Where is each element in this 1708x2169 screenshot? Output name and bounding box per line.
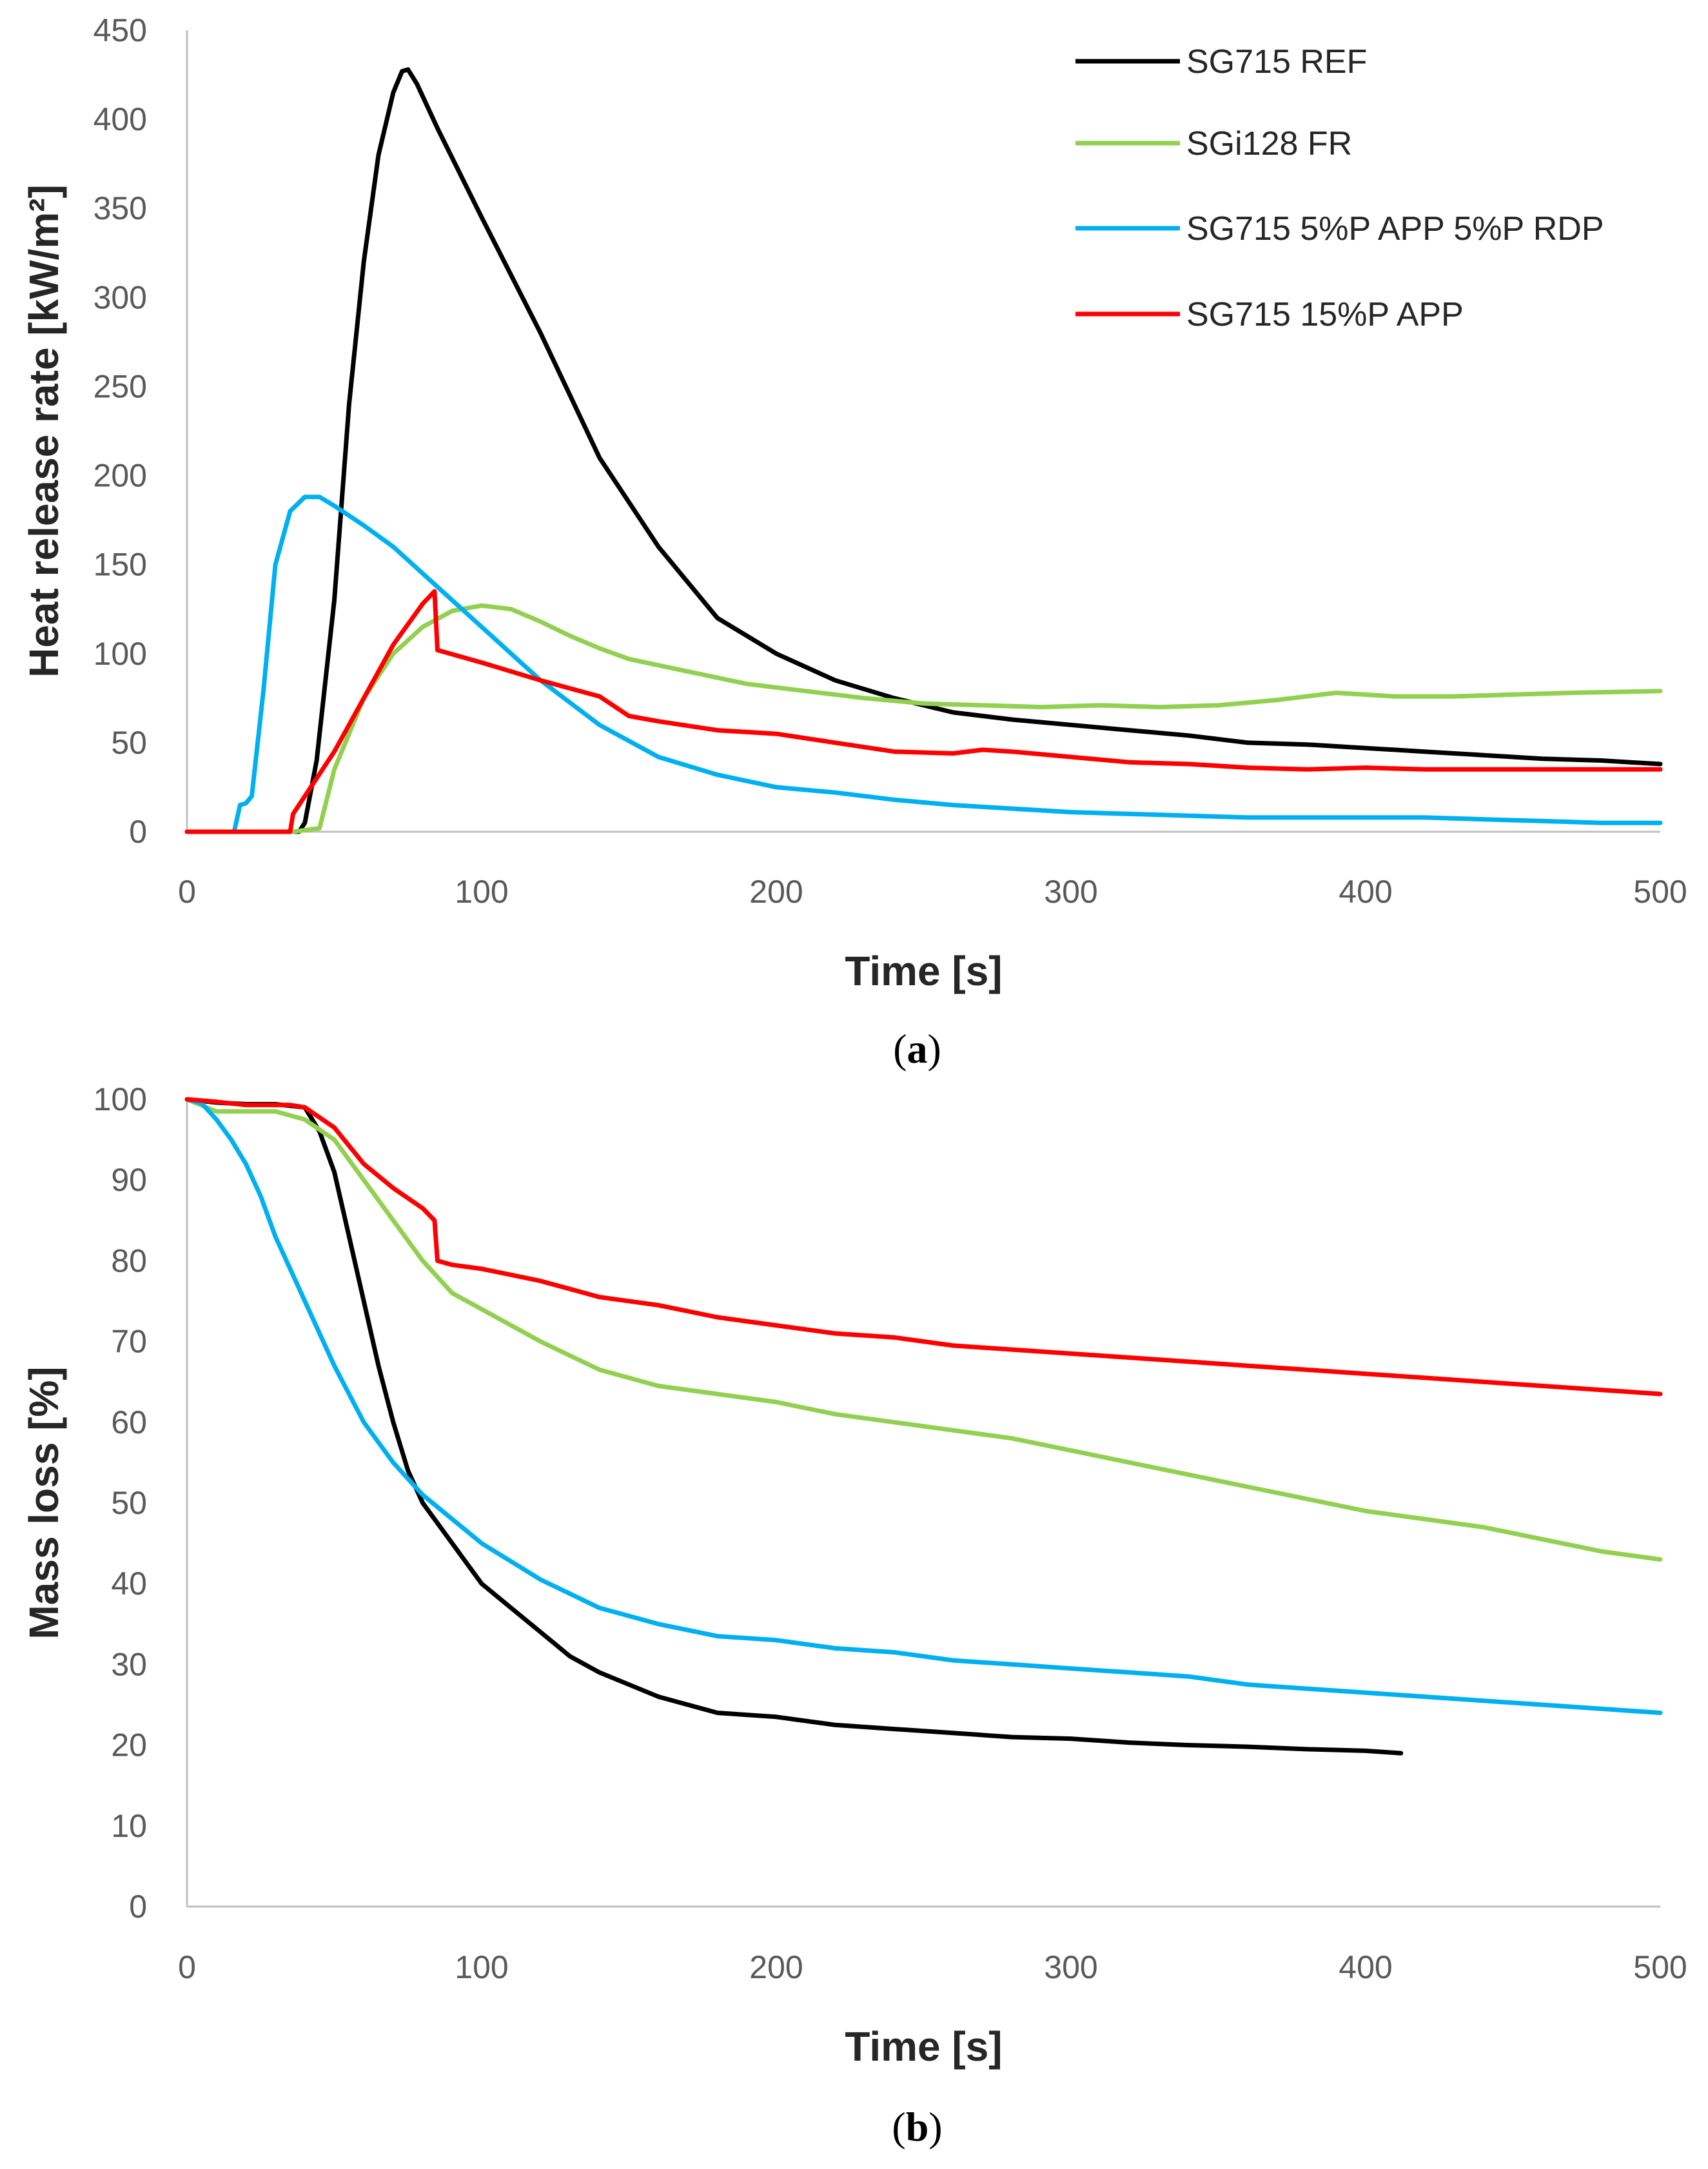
series-line-sg715-15-p-app xyxy=(184,1097,1663,1397)
y-tick-label: 70 xyxy=(111,1324,147,1360)
x-tick-label: 0 xyxy=(178,1949,196,1985)
panel-caption: (a) xyxy=(893,1026,941,1072)
x-tick-label: 500 xyxy=(1633,1949,1687,1985)
x-tick-label: 0 xyxy=(178,874,196,910)
y-tick-label: 250 xyxy=(93,368,147,404)
y-tick-label: 0 xyxy=(129,1889,147,1925)
x-tick-label: 300 xyxy=(1044,874,1097,910)
x-tick-label: 400 xyxy=(1339,874,1392,910)
x-tick-label: 200 xyxy=(749,1949,803,1985)
legend-label: SGi128 FR xyxy=(1186,125,1352,162)
panel-caption: (b) xyxy=(892,2104,942,2150)
y-tick-label: 10 xyxy=(111,1808,147,1844)
chart-panel-b: 0 10 20 30 40 50 60 70 80 90 100 0 100 200 300 400 500 Ti… xyxy=(21,1081,1687,2150)
x-tick-label: 100 xyxy=(455,874,508,910)
legend: SG715 REF SGi128 FR SG715 5%P APP 5%P RDP S… xyxy=(1075,43,1604,333)
y-tick-label: 0 xyxy=(129,814,147,850)
x-axis-title: Time [s] xyxy=(845,948,1002,994)
series-line-sgi128-fr xyxy=(184,603,1663,834)
series-line-sg715-ref xyxy=(184,67,1663,834)
x-tick-label: 500 xyxy=(1633,874,1687,910)
series-line-sg715-ref xyxy=(184,1097,1404,1756)
caption-close-paren: ) xyxy=(928,2104,942,2150)
y-axis-title: Mass loss [%] xyxy=(21,1366,67,1639)
y-tick-label: 300 xyxy=(93,279,147,315)
x-tick-label: 400 xyxy=(1339,1949,1392,1985)
legend-label: SG715 REF xyxy=(1186,43,1367,81)
y-tick-label: 100 xyxy=(93,636,147,672)
y-tick-label: 400 xyxy=(93,101,147,137)
caption-close-paren: ) xyxy=(928,1026,941,1072)
y-tick-label: 50 xyxy=(111,725,147,761)
series-line-sg715-5-p-app-5-p-rdp xyxy=(184,1097,1663,1715)
caption-letter: a xyxy=(907,1026,928,1072)
y-tick-label: 100 xyxy=(93,1081,147,1117)
y-tick-label: 90 xyxy=(111,1162,147,1198)
y-tick-label: 50 xyxy=(111,1485,147,1521)
x-tick-label: 300 xyxy=(1044,1949,1097,1985)
legend-label: SG715 5%P APP 5%P RDP xyxy=(1186,210,1604,248)
series-line-sg715-5-p-app-5-p-rdp xyxy=(184,495,1663,834)
x-tick-label: 200 xyxy=(749,874,803,910)
y-tick-label: 60 xyxy=(111,1404,147,1440)
series-line-sg715-15-p-app xyxy=(184,589,1663,834)
y-tick-label: 30 xyxy=(111,1646,147,1682)
caption-letter: b xyxy=(906,2104,929,2150)
caption-open-paren: ( xyxy=(893,1026,907,1072)
y-tick-label: 40 xyxy=(111,1565,147,1602)
y-tick-label: 350 xyxy=(93,190,147,226)
y-tick-label: 150 xyxy=(93,547,147,583)
legend-label: SG715 15%P APP xyxy=(1186,296,1464,333)
x-axis-title: Time [s] xyxy=(845,2023,1002,2070)
chart-panel-a: 0 50 100 150 200 250 300 350 400 450 0 100 200 300 400… xyxy=(21,12,1687,1072)
caption-open-paren: ( xyxy=(892,2104,905,2150)
y-axis-title: Heat release rate [kW/m²] xyxy=(21,184,67,678)
y-tick-label: 80 xyxy=(111,1242,147,1279)
y-tick-label: 200 xyxy=(93,458,147,494)
series-line-sgi128-fr xyxy=(184,1097,1663,1562)
y-tick-label: 450 xyxy=(93,12,147,48)
x-tick-label: 100 xyxy=(455,1949,508,1985)
y-tick-label: 20 xyxy=(111,1727,147,1763)
